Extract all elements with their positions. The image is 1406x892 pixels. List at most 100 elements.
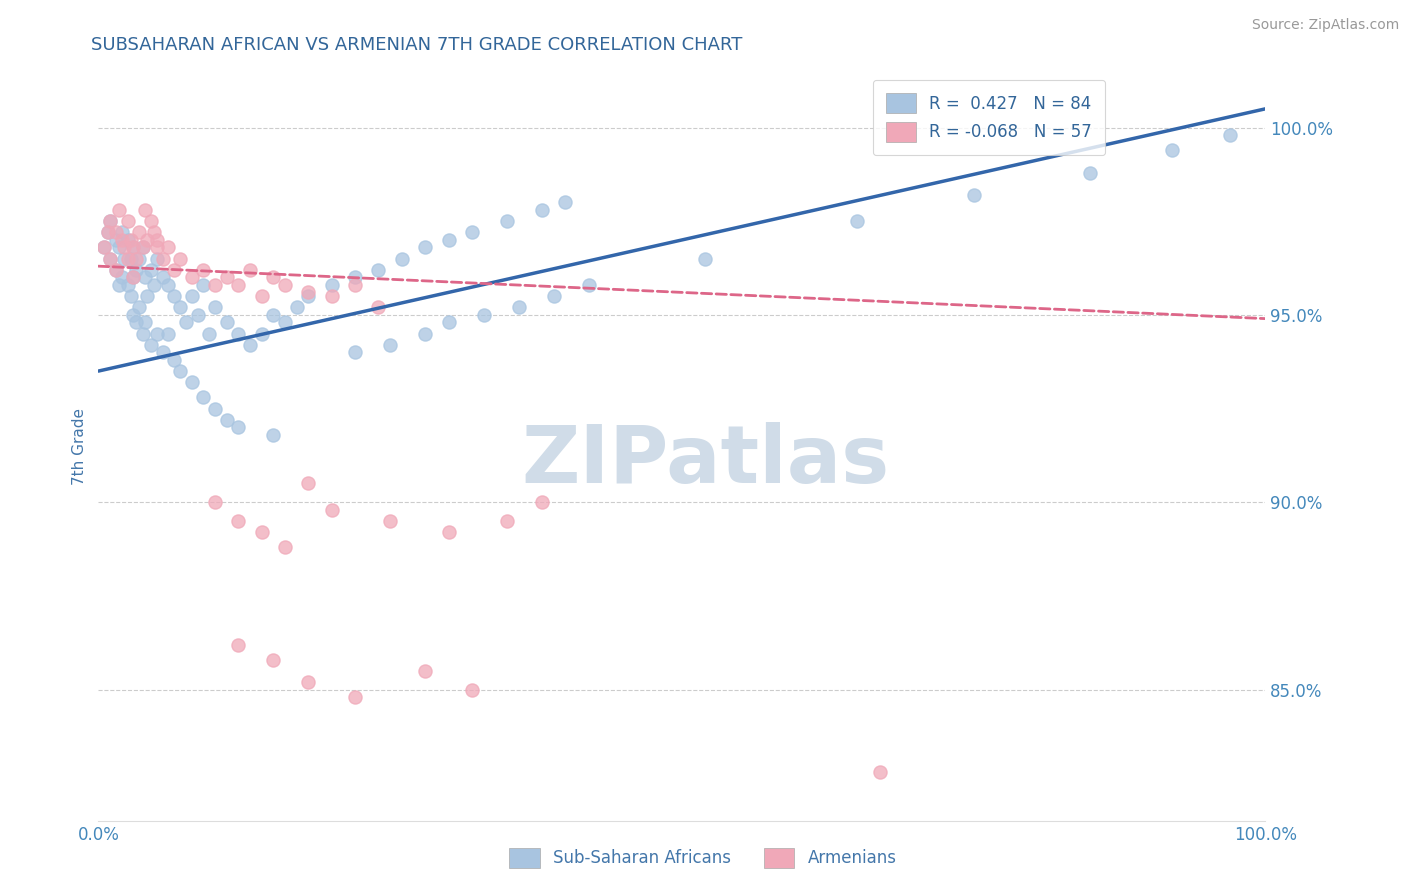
- Point: [380, 514, 402, 528]
- Point: [125, 252, 148, 266]
- Point: [180, 289, 202, 303]
- Point: [128, 301, 150, 315]
- Point: [112, 252, 135, 266]
- Point: [139, 263, 162, 277]
- Point: [962, 188, 984, 202]
- Point: [297, 289, 319, 303]
- Point: [134, 202, 156, 217]
- Point: [122, 308, 145, 322]
- Point: [122, 270, 145, 285]
- Point: [139, 214, 162, 228]
- Point: [274, 277, 297, 292]
- Point: [117, 277, 139, 292]
- Point: [297, 476, 319, 491]
- Point: [117, 214, 139, 228]
- Point: [117, 252, 139, 266]
- Point: [262, 308, 284, 322]
- Point: [274, 315, 297, 329]
- Point: [97, 226, 120, 240]
- Point: [437, 525, 460, 540]
- Point: [180, 270, 202, 285]
- Point: [174, 315, 197, 329]
- Point: [543, 289, 565, 303]
- Point: [1219, 128, 1241, 142]
- Point: [93, 240, 115, 254]
- Point: [146, 240, 169, 254]
- Point: [132, 326, 155, 341]
- Point: [461, 682, 484, 697]
- Point: [1161, 143, 1184, 157]
- Point: [380, 338, 402, 352]
- Point: [104, 226, 127, 240]
- Point: [163, 352, 186, 367]
- Point: [437, 315, 460, 329]
- Point: [285, 301, 308, 315]
- Point: [262, 427, 284, 442]
- Point: [391, 252, 413, 266]
- Point: [228, 420, 250, 434]
- Point: [461, 226, 484, 240]
- Point: [104, 233, 127, 247]
- Point: [108, 240, 131, 254]
- Point: [250, 289, 273, 303]
- Point: [132, 240, 155, 254]
- Point: [215, 270, 238, 285]
- Point: [98, 214, 121, 228]
- Legend: R =  0.427   N = 84, R = -0.068   N = 57: R = 0.427 N = 84, R = -0.068 N = 57: [873, 79, 1105, 155]
- Point: [104, 263, 127, 277]
- Point: [413, 326, 436, 341]
- Point: [344, 690, 367, 704]
- Point: [128, 252, 150, 266]
- Point: [496, 514, 519, 528]
- Point: [367, 263, 389, 277]
- Point: [134, 270, 156, 285]
- Point: [297, 675, 319, 690]
- Point: [1080, 165, 1102, 179]
- Point: [143, 226, 166, 240]
- Point: [157, 277, 180, 292]
- Point: [204, 495, 226, 509]
- Point: [128, 226, 150, 240]
- Point: [321, 502, 343, 516]
- Point: [321, 289, 343, 303]
- Point: [169, 301, 191, 315]
- Point: [125, 315, 148, 329]
- Point: [193, 263, 215, 277]
- Point: [125, 263, 148, 277]
- Point: [187, 308, 209, 322]
- Point: [180, 376, 202, 390]
- Point: [228, 514, 250, 528]
- Point: [530, 202, 553, 217]
- Point: [437, 233, 460, 247]
- Point: [274, 540, 297, 554]
- Point: [239, 263, 262, 277]
- Point: [215, 413, 238, 427]
- Point: [146, 252, 169, 266]
- Point: [152, 252, 174, 266]
- Point: [146, 233, 169, 247]
- Point: [98, 214, 121, 228]
- Point: [413, 664, 436, 678]
- Point: [228, 277, 250, 292]
- Point: [108, 202, 131, 217]
- Point: [163, 289, 186, 303]
- Point: [97, 226, 120, 240]
- Point: [869, 764, 891, 779]
- Point: [163, 263, 186, 277]
- Point: [496, 214, 519, 228]
- Text: SUBSAHARAN AFRICAN VS ARMENIAN 7TH GRADE CORRELATION CHART: SUBSAHARAN AFRICAN VS ARMENIAN 7TH GRADE…: [91, 36, 742, 54]
- Point: [112, 240, 135, 254]
- Point: [157, 240, 180, 254]
- Point: [143, 277, 166, 292]
- Point: [146, 326, 169, 341]
- Point: [262, 270, 284, 285]
- Point: [122, 240, 145, 254]
- Point: [108, 277, 131, 292]
- Point: [250, 326, 273, 341]
- Point: [554, 195, 576, 210]
- Point: [846, 214, 869, 228]
- Point: [204, 401, 226, 416]
- Point: [297, 285, 319, 300]
- Point: [122, 240, 145, 254]
- Point: [152, 345, 174, 359]
